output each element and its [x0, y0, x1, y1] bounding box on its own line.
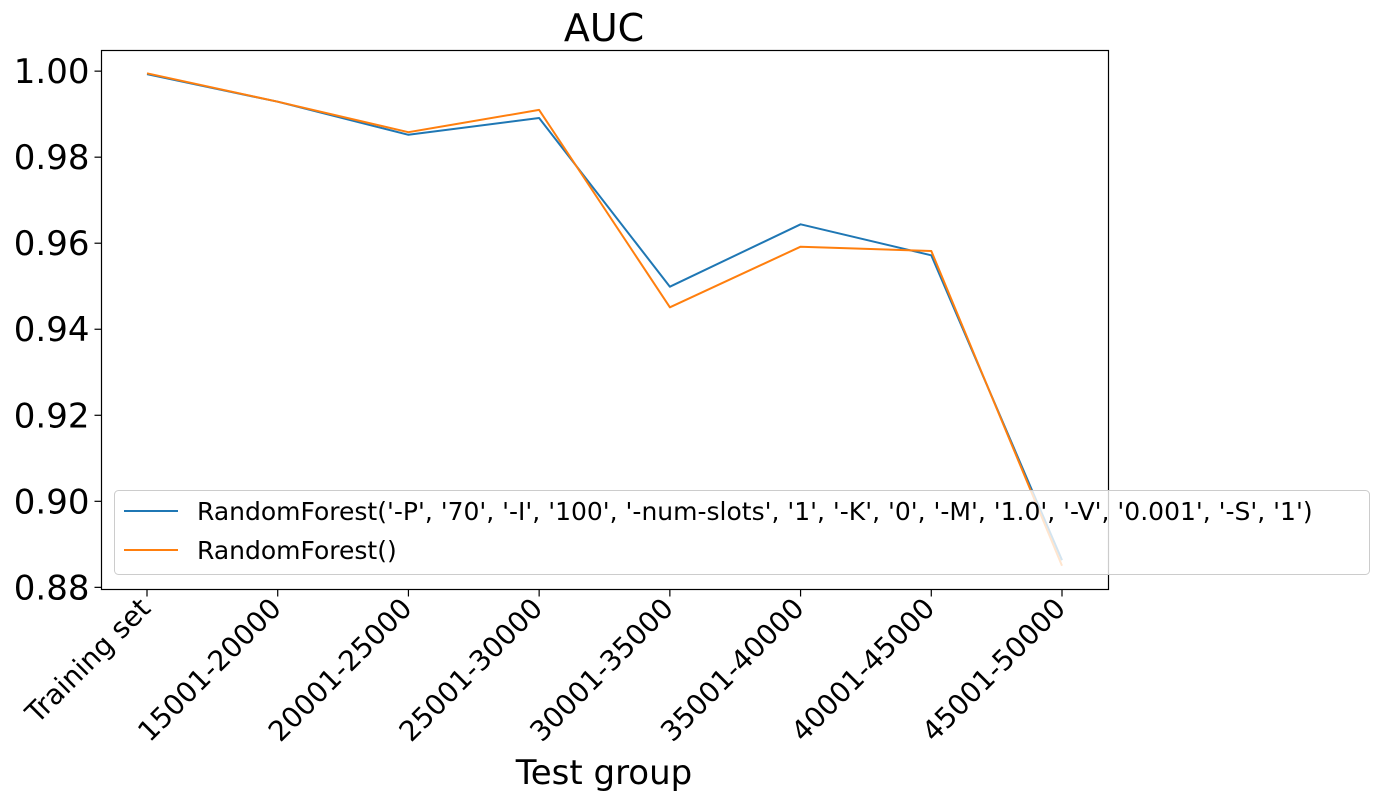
legend-box: [114, 490, 1370, 575]
chart-title: AUC: [564, 6, 644, 50]
y-tick-label: 0.88: [14, 568, 90, 608]
series-layer: [146, 72, 1063, 567]
y-tick-label: 1.00: [14, 52, 90, 92]
y-axis: 0.88 0.90 0.92 0.94 0.96 0.98 1.00: [14, 52, 102, 608]
y-tick-label: 0.94: [14, 310, 90, 350]
x-axis-label: Test group: [515, 753, 693, 793]
y-tick-label: 0.92: [14, 396, 90, 436]
legend-label-series-1: RandomForest('-P', '70', '-I', '100', '-…: [197, 497, 1313, 526]
y-tick-label: 0.96: [14, 224, 90, 264]
legend-label-series-2: RandomForest(): [197, 536, 397, 565]
series-line-2: [146, 72, 1063, 567]
y-tick-label: 0.90: [14, 482, 90, 522]
series-line-1: [146, 73, 1063, 561]
x-axis: Training set15001-2000020001-2500025001-…: [18, 589, 1072, 748]
legend: RandomForest('-P', '70', '-I', '100', '-…: [114, 490, 1370, 575]
plot-area: [100, 49, 1110, 591]
y-tick-label: 0.98: [14, 138, 90, 178]
x-tick-label: Training set: [18, 592, 157, 731]
plot-frame: [100, 49, 1110, 591]
